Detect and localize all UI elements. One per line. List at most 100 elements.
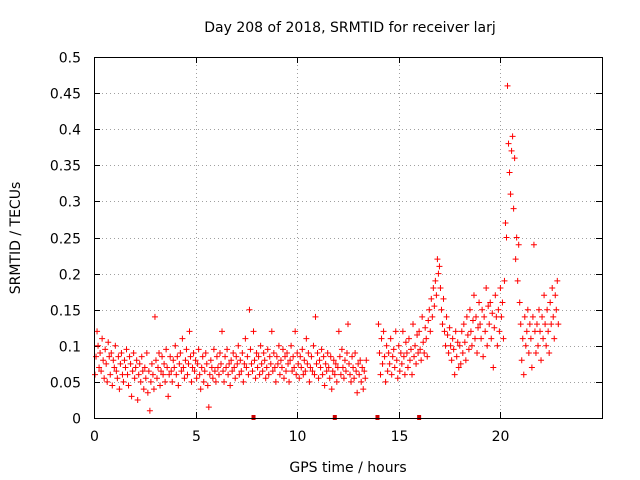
data-point [97,350,104,357]
data-point [361,368,368,375]
data-point [406,357,413,364]
data-point [444,331,451,338]
data-point [270,350,277,357]
data-point [426,306,433,313]
data-point [210,346,217,353]
data-point [511,155,518,162]
data-point [187,353,194,360]
y-tick-label: 0.3 [59,195,81,211]
data-point [186,328,193,335]
data-point [289,368,296,375]
data-point [487,299,494,306]
data-point [262,375,269,382]
data-point [269,368,276,375]
data-point [111,364,118,371]
data-point [428,295,435,302]
data-point [352,350,359,357]
data-point [469,317,476,324]
y-axis-label: SRMTID / TECUs [8,182,24,295]
data-point [161,360,168,367]
data-point [260,350,267,357]
data-point [443,313,450,320]
data-point [125,382,132,389]
data-point [162,378,169,385]
data-point [278,364,285,371]
data-point [220,368,227,375]
data-point [109,382,116,389]
data-point [307,364,314,371]
data-point [133,357,140,364]
data-point [431,303,438,310]
y-tick-label: 0.15 [50,304,81,320]
data-point [529,313,536,320]
data-point [476,299,483,306]
data-point [327,353,334,360]
data-point [190,350,197,357]
data-point [223,364,230,371]
data-point [534,342,541,349]
data-point [353,368,360,375]
data-point [414,331,421,338]
data-point [498,313,505,320]
data-point [445,350,452,357]
data-point [271,364,278,371]
data-point [442,342,449,349]
data-point [212,378,219,385]
data-point [170,357,177,364]
data-point [230,350,237,357]
data-point [526,321,533,328]
data-point [106,353,113,360]
data-point [121,357,128,364]
data-point [202,350,209,357]
data-point [502,220,509,227]
data-point [314,350,321,357]
data-point [340,375,347,382]
data-point [496,328,503,335]
data-point [279,346,286,353]
data-point [241,360,248,367]
data-point [357,357,364,364]
data-point [544,306,551,313]
y-tick-label: 0 [72,412,81,428]
data-point [258,360,265,367]
data-point [335,328,342,335]
data-point [137,378,144,385]
data-point [101,375,108,382]
data-point [392,328,399,335]
data-point [250,328,257,335]
x-axis-label: GPS time / hours [289,460,406,476]
data-point [523,328,530,335]
data-point [248,360,255,367]
data-point [418,357,425,364]
data-point [463,313,470,320]
data-point [509,133,516,140]
data-point [189,364,196,371]
data-point [298,364,305,371]
data-point [504,82,511,89]
data-point [301,357,308,364]
data-point [138,353,145,360]
data-point [550,313,557,320]
data-point [264,346,271,353]
data-point [130,350,137,357]
x-tick-label: 20 [492,429,510,445]
data-point [516,299,523,306]
data-point [452,328,459,335]
data-point [139,368,146,375]
data-point [152,357,159,364]
data-point [195,346,202,353]
data-point [470,292,477,299]
data-point [105,339,112,346]
data-point [492,292,499,299]
data-point [150,386,157,393]
data-point [548,321,555,328]
data-point [155,364,162,371]
data-point [329,368,336,375]
data-point [402,339,409,346]
data-point [330,357,337,364]
data-point [439,321,446,328]
data-point [478,335,485,342]
data-point [347,371,354,378]
data-point [381,353,388,360]
data-point [156,350,163,357]
